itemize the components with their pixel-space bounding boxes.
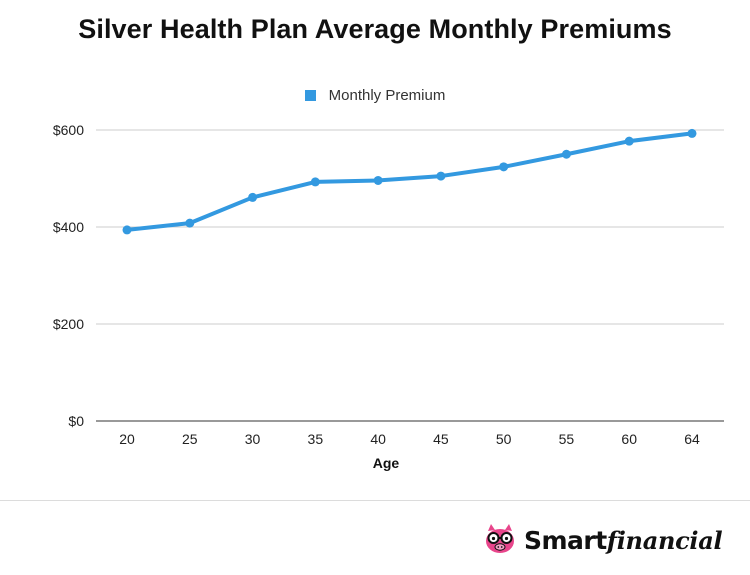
y-tick-label: $0 (68, 413, 84, 429)
x-tick-label: 35 (308, 431, 324, 447)
gridlines (96, 129, 724, 422)
x-tick-label: 55 (559, 431, 575, 447)
x-tick-label: 40 (370, 431, 386, 447)
line-chart: $0 $200 $400 $600 20 25 30 35 40 45 50 55 60 64 Age (53, 122, 724, 471)
x-tick-label: 20 (119, 431, 135, 447)
data-point (561, 149, 571, 159)
data-point (624, 136, 634, 146)
series-monthly-premium (122, 128, 697, 235)
x-tick-label: 64 (684, 431, 700, 447)
data-point (499, 162, 509, 172)
x-axis-label: Age (373, 455, 400, 471)
legend-swatch (304, 89, 316, 101)
y-axis-ticks: $0 $200 $400 $600 (53, 122, 84, 429)
footer-divider (0, 500, 750, 501)
brand-financial: financial (606, 525, 723, 555)
smartfinancial-logo: Smart financial (482, 520, 723, 560)
data-point (687, 128, 697, 138)
data-point (373, 175, 383, 185)
legend: Monthly Premium (0, 87, 750, 104)
chart-title: Silver Health Plan Average Monthly Premi… (78, 14, 672, 44)
y-tick-label: $400 (53, 219, 84, 235)
data-point (248, 192, 258, 202)
x-tick-label: 60 (621, 431, 637, 447)
x-tick-label: 45 (433, 431, 449, 447)
x-axis-ticks: 20 25 30 35 40 45 50 55 60 64 (119, 431, 700, 447)
data-point (310, 177, 320, 187)
piggy-bank-with-glasses-icon (486, 524, 514, 553)
y-tick-label: $600 (53, 122, 84, 138)
data-point (185, 218, 195, 228)
x-tick-label: 50 (496, 431, 512, 447)
data-point (122, 225, 132, 235)
y-tick-label: $200 (53, 316, 84, 332)
series-line (125, 131, 694, 232)
brand-smart: Smart (524, 525, 607, 555)
legend-label: Monthly Premium (328, 87, 446, 104)
x-tick-label: 25 (182, 431, 198, 447)
data-point (436, 171, 446, 181)
x-tick-label: 30 (245, 431, 261, 447)
